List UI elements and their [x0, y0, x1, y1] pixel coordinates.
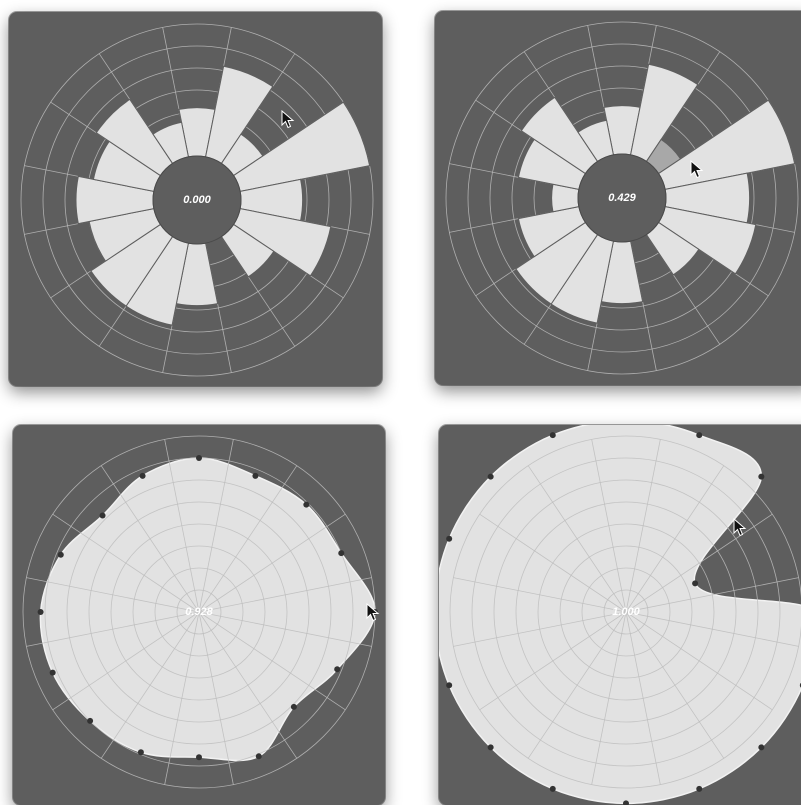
grid-spoke	[164, 611, 200, 785]
grid-spoke	[625, 513, 773, 613]
grid-ring	[66, 479, 332, 745]
grid-spoke	[591, 611, 627, 785]
grid-spoke	[453, 611, 627, 647]
grid-spoke	[52, 611, 200, 711]
center-hub	[152, 155, 242, 245]
grid-spoke	[198, 439, 234, 613]
radar-point	[338, 550, 345, 557]
grid-spoke	[625, 611, 773, 711]
grid-spoke	[625, 611, 799, 647]
grid-ring	[559, 545, 693, 679]
radar-point	[758, 744, 765, 751]
radar-point	[99, 512, 106, 519]
grid-spoke	[198, 611, 372, 647]
grid-spoke	[625, 439, 661, 613]
grid-ring	[88, 501, 310, 723]
grid-spoke	[100, 465, 200, 613]
radar-point	[696, 432, 703, 439]
radar-point	[252, 472, 259, 479]
radar-point	[37, 609, 44, 615]
grid-spoke	[52, 513, 200, 613]
radar-point	[196, 754, 202, 761]
grid-ring	[176, 589, 222, 635]
grid-spoke	[625, 611, 661, 785]
radar-point	[303, 501, 310, 508]
grid-spoke	[198, 577, 372, 613]
grid-spoke	[164, 439, 200, 613]
grid-spoke	[479, 513, 627, 613]
grid-ring	[603, 589, 649, 635]
chart-svg	[20, 23, 374, 377]
radar-point	[487, 473, 494, 480]
grid-ring	[537, 523, 715, 701]
grid-spoke	[591, 439, 627, 613]
radar-point	[549, 432, 556, 439]
grid-spoke	[625, 577, 799, 613]
grid-spoke	[26, 611, 200, 647]
radar-point	[87, 717, 94, 724]
chart-svg	[22, 435, 378, 789]
grid-spoke	[198, 513, 346, 613]
polar-grid	[22, 435, 376, 789]
grid-ring	[489, 65, 755, 331]
radar-point	[372, 609, 378, 615]
chart-svg	[439, 425, 801, 805]
grid-ring	[581, 567, 671, 657]
grid-spoke	[479, 611, 627, 711]
radar-point	[758, 473, 765, 480]
grid-spoke	[527, 611, 627, 759]
radar-point	[446, 682, 453, 689]
grid-ring	[110, 523, 288, 701]
grid-spoke	[198, 465, 298, 613]
radar-point	[334, 666, 341, 673]
grid-ring	[64, 67, 330, 333]
polar-bar-chart-panel-2[interactable]: 0.429	[435, 11, 801, 385]
grid-spoke	[26, 577, 200, 613]
radar-point	[137, 749, 144, 756]
grid-ring	[467, 43, 777, 353]
radar-point	[139, 472, 146, 479]
grid-ring	[42, 45, 352, 355]
grid-spoke	[625, 611, 725, 759]
grid-spoke	[527, 465, 627, 613]
grid-ring	[154, 567, 244, 657]
radar-point	[692, 580, 699, 587]
grid-ring	[471, 457, 781, 767]
radar-point	[196, 455, 202, 461]
grid-spoke	[625, 465, 725, 613]
radar-point	[57, 551, 64, 558]
radar-point	[255, 753, 262, 760]
radar-chart-panel-4[interactable]: 1.000	[439, 425, 801, 805]
chart-svg	[445, 21, 799, 375]
grid-spoke	[198, 611, 298, 759]
grid-spoke	[453, 577, 627, 613]
radar-point	[487, 744, 494, 751]
radar-point	[49, 669, 56, 676]
grid-ring	[515, 501, 737, 723]
radar-point	[549, 785, 556, 792]
grid-spoke	[198, 611, 234, 785]
radar-area	[39, 457, 376, 762]
radar-point	[696, 785, 703, 792]
grid-ring	[493, 479, 759, 745]
radar-chart-panel-3[interactable]: 0.928	[13, 425, 385, 805]
grid-ring	[449, 435, 801, 789]
radar-point	[446, 535, 453, 542]
grid-ring	[20, 23, 374, 377]
radar-point	[290, 703, 297, 710]
grid-ring	[132, 545, 266, 679]
center-hub	[577, 153, 667, 243]
grid-spoke	[198, 611, 346, 711]
grid-spoke	[100, 611, 200, 759]
polar-grid	[449, 435, 801, 789]
grid-ring	[445, 21, 799, 375]
polar-bar-chart-panel-1[interactable]: 0.000	[9, 12, 382, 386]
